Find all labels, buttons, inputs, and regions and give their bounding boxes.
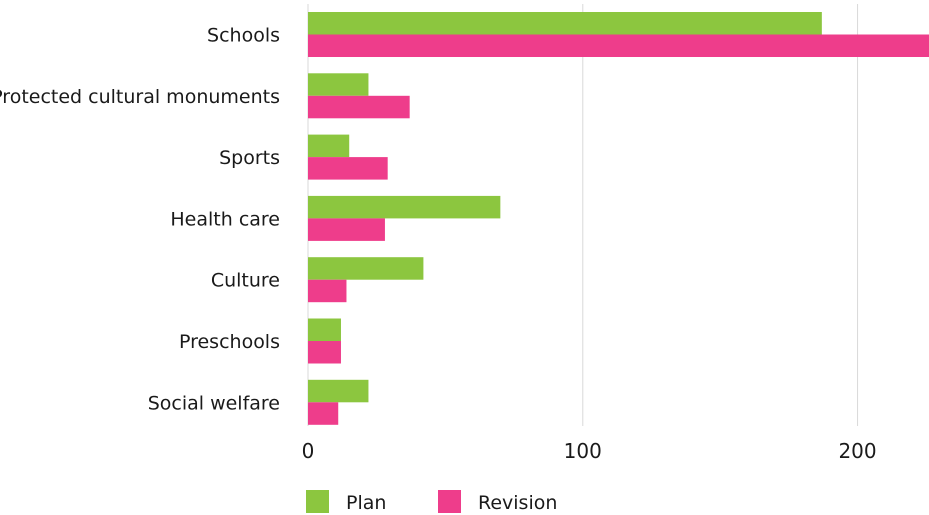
category-label: Protected cultural monuments bbox=[0, 86, 280, 108]
bar-plan bbox=[308, 379, 369, 403]
bar-revision bbox=[308, 34, 929, 57]
bar-plan bbox=[308, 257, 424, 280]
legend-label-revision: Revision bbox=[478, 492, 557, 514]
category-label: Social welfare bbox=[148, 392, 280, 414]
bar-plan bbox=[308, 195, 501, 219]
bar-revision bbox=[308, 341, 341, 364]
bar-plan bbox=[308, 73, 369, 96]
legend-swatch-plan bbox=[306, 490, 329, 513]
bars bbox=[308, 12, 929, 425]
category-label: Preschools bbox=[179, 331, 280, 353]
x-tick-labels: 0 100 200 bbox=[302, 439, 877, 463]
x-tick-label: 0 bbox=[302, 439, 315, 463]
legend-swatch-revision bbox=[438, 490, 461, 513]
legend-label-plan: Plan bbox=[346, 492, 386, 514]
legend: Plan Revision bbox=[306, 490, 557, 514]
category-label: Sports bbox=[219, 147, 280, 169]
bar-revision bbox=[308, 218, 385, 241]
x-tick-label: 200 bbox=[838, 439, 876, 463]
bar-plan bbox=[308, 134, 350, 158]
category-label: Schools bbox=[207, 25, 280, 47]
bar-plan bbox=[308, 318, 341, 341]
category-label: Culture bbox=[211, 270, 280, 292]
bar-revision bbox=[308, 157, 388, 180]
bar-revision bbox=[308, 95, 410, 119]
category-labels: Schools Protected cultural monuments Sport… bbox=[0, 25, 280, 415]
x-tick-label: 100 bbox=[564, 439, 602, 463]
bar-revision bbox=[308, 402, 339, 425]
bar-plan bbox=[308, 12, 822, 35]
bar-revision bbox=[308, 279, 347, 303]
category-label: Health care bbox=[170, 208, 280, 230]
